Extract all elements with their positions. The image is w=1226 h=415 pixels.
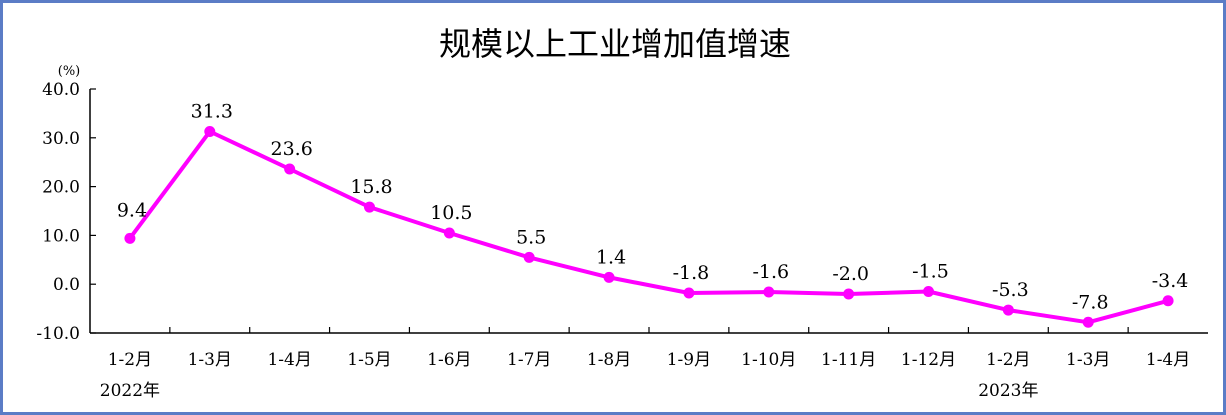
data-point bbox=[523, 251, 535, 263]
data-label: 15.8 bbox=[350, 176, 392, 198]
data-label: 5.5 bbox=[516, 226, 546, 248]
line-chart: 规模以上工业增加值增速 (%) 40.0 30.0 20.0 10.0 0.0 -10.0… bbox=[36, 25, 1208, 401]
data-point bbox=[443, 227, 455, 239]
data-point bbox=[843, 288, 855, 300]
x-tick-label: 1-2月 bbox=[986, 350, 1030, 370]
y-tick-label: 0.0 bbox=[53, 275, 80, 295]
data-label: -3.4 bbox=[1152, 270, 1189, 292]
data-point bbox=[923, 286, 934, 298]
x-tick-label: 1-12月 bbox=[901, 350, 956, 370]
series-line bbox=[128, 129, 1169, 325]
year-label: 2023年 bbox=[978, 381, 1038, 401]
data-point bbox=[1082, 316, 1094, 328]
data-label: -2.0 bbox=[832, 263, 869, 285]
data-label: 10.5 bbox=[430, 202, 472, 224]
data-point bbox=[1002, 304, 1014, 316]
data-label: -7.8 bbox=[1072, 291, 1109, 313]
x-tick-label: 1-10月 bbox=[741, 350, 796, 370]
data-point bbox=[683, 287, 695, 299]
data-label: 23.6 bbox=[270, 138, 312, 160]
x-tick-label: 1-9月 bbox=[667, 350, 711, 370]
data-point bbox=[1162, 295, 1174, 307]
x-tick-label: 1-11月 bbox=[821, 350, 876, 370]
data-label: -5.3 bbox=[992, 279, 1029, 301]
y-tick-label: 40.0 bbox=[42, 80, 80, 100]
x-tick-label: 1-2月 bbox=[108, 350, 152, 370]
data-point bbox=[763, 286, 775, 298]
y-tick-label: 20.0 bbox=[42, 178, 80, 198]
data-point bbox=[364, 201, 375, 213]
x-tick-label: 1-8月 bbox=[587, 350, 631, 370]
data-label: 1.4 bbox=[596, 246, 626, 268]
series-group bbox=[124, 125, 1174, 328]
chart-title: 规模以上工业增加值增速 bbox=[439, 25, 791, 63]
x-tick-label: 1-3月 bbox=[188, 350, 232, 370]
data-label: 9.4 bbox=[117, 199, 147, 221]
x-tick-label: 1-3月 bbox=[1066, 350, 1110, 370]
data-point bbox=[124, 232, 136, 244]
data-label: -1.5 bbox=[912, 261, 949, 283]
y-tick-label: 30.0 bbox=[42, 129, 80, 149]
x-axis-year-labels: 2022年 2023年 bbox=[100, 381, 1039, 401]
year-label: 2022年 bbox=[100, 381, 160, 401]
x-tick-label: 1-6月 bbox=[427, 350, 471, 370]
axes bbox=[89, 89, 1208, 334]
x-tick-label: 1-4月 bbox=[1146, 350, 1190, 370]
data-point bbox=[204, 125, 216, 137]
data-label: 31.3 bbox=[191, 100, 233, 122]
data-label: -1.6 bbox=[752, 261, 789, 283]
data-point bbox=[603, 271, 615, 283]
y-axis-ticks: 40.0 30.0 20.0 10.0 0.0 -10.0 bbox=[36, 80, 96, 344]
y-axis-unit-label: (%) bbox=[58, 64, 81, 79]
y-tick-label: 10.0 bbox=[42, 226, 80, 246]
y-tick-label: -10.0 bbox=[36, 324, 80, 344]
x-tick-label: 1-5月 bbox=[347, 350, 391, 370]
data-point bbox=[284, 163, 296, 175]
x-tick-label: 1-7月 bbox=[507, 350, 551, 370]
data-label: -1.8 bbox=[673, 262, 710, 284]
x-axis-ticks: 1-2月 1-3月 1-4月 1-5月 1-6月 1-7月 1-8月 1-9月 1-10月 1-1… bbox=[108, 327, 1190, 370]
data-labels: 9.4 31.3 23.6 15.8 10.5 5.5 1.4 -1.8 -1.6 -2.0 -1.… bbox=[117, 100, 1189, 313]
x-tick-label: 1-4月 bbox=[267, 350, 311, 370]
